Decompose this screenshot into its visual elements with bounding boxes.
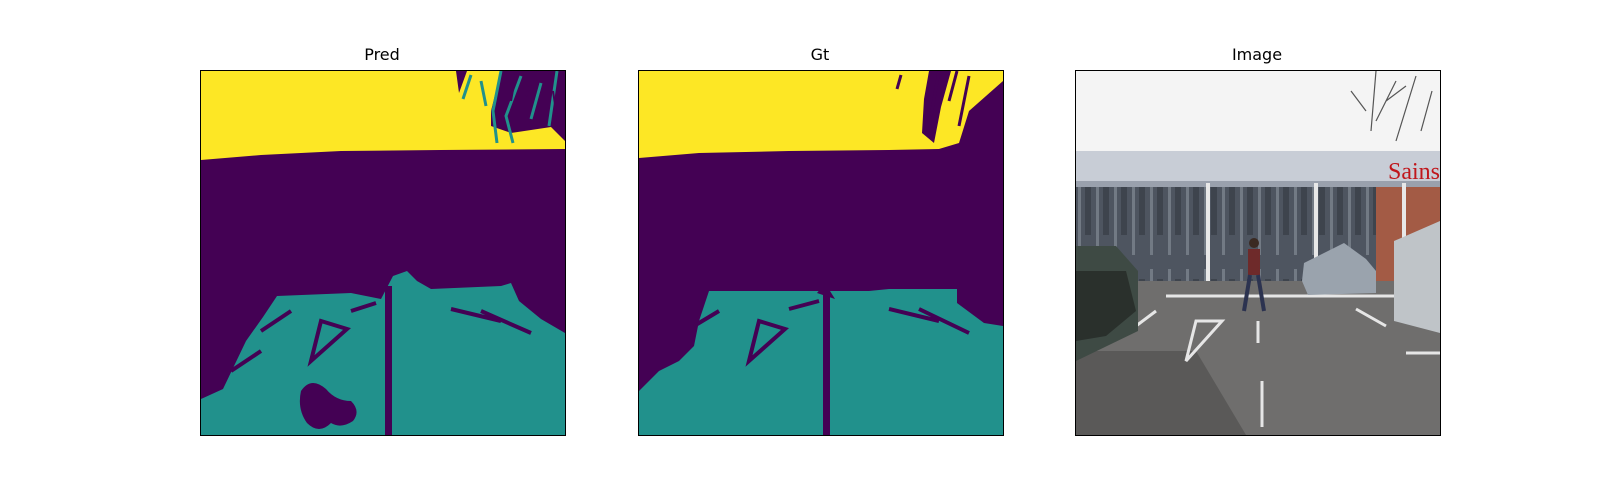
pole-region xyxy=(385,286,392,435)
road-region xyxy=(639,289,1003,435)
shadow xyxy=(1076,351,1246,435)
store-sign: Sainsb xyxy=(1388,159,1440,185)
road-region xyxy=(201,271,565,435)
photo-svg: Sainsb xyxy=(1076,71,1440,435)
gt-segmentation-map xyxy=(638,70,1004,436)
car-center xyxy=(1302,243,1376,295)
image-title: Image xyxy=(1231,45,1283,64)
pedestrian-body xyxy=(1248,249,1260,275)
car-left-body xyxy=(1076,271,1136,341)
tree-branch-region xyxy=(461,71,559,144)
pedestrian-head xyxy=(1249,238,1259,248)
canopy-pole xyxy=(1206,183,1210,287)
gt-map-svg xyxy=(639,71,1003,435)
pred-title: Pred xyxy=(364,45,400,64)
parking-markings xyxy=(229,301,532,373)
input-photo: Sainsb xyxy=(1075,70,1441,436)
tree-branch-region xyxy=(510,71,560,132)
sky-region xyxy=(639,71,1003,158)
canopy-pole xyxy=(1402,183,1406,283)
sky xyxy=(1076,71,1440,161)
tree-branch-region xyxy=(895,71,971,127)
sky-region xyxy=(201,71,565,160)
car-right xyxy=(1394,221,1440,333)
parking-markings xyxy=(692,299,970,367)
pedestrian-legs xyxy=(1242,274,1266,312)
pred-map-svg xyxy=(201,71,565,435)
gt-title: Gt xyxy=(810,45,830,64)
parking-markings xyxy=(1135,294,1440,427)
canopy-roof xyxy=(1076,151,1440,185)
pole-top-region xyxy=(817,283,835,299)
canopy-edge xyxy=(1076,181,1440,187)
pole-region xyxy=(823,289,830,435)
canopy-pole xyxy=(1314,183,1318,283)
blob-region xyxy=(299,382,357,429)
tree-branches xyxy=(1350,71,1433,142)
pred-segmentation-map xyxy=(200,70,566,436)
